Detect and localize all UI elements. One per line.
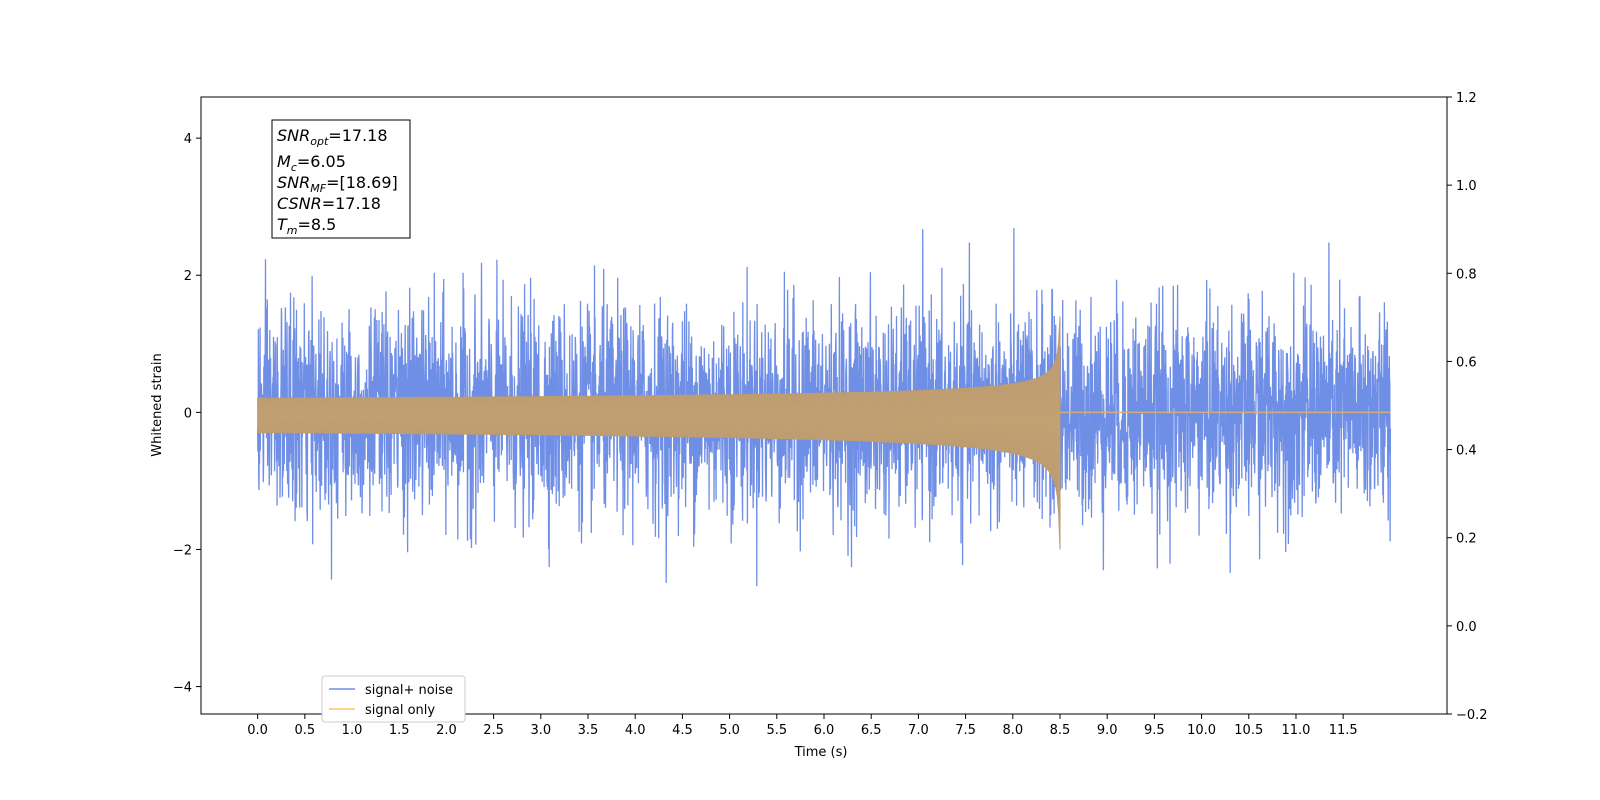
x-tick-label: 11.5 <box>1329 723 1358 738</box>
x-tick-label: 4.5 <box>672 723 693 738</box>
x-tick-label: 4.0 <box>625 723 646 738</box>
y-tick-label-left: −2 <box>173 543 192 558</box>
annotation-line: SNRMF=[18.69] <box>277 173 398 195</box>
x-axis-title: Time (s) <box>794 745 848 760</box>
series-signal-only-line <box>257 316 1061 539</box>
y-tick-label-right: 1.2 <box>1456 91 1477 106</box>
y-tick-label-right: −0.2 <box>1456 708 1488 723</box>
y-axis-right: −0.2 0.0 0.2 0.4 0.6 0.8 1.0 1.2 <box>1447 91 1488 723</box>
x-tick-label: 6.0 <box>814 723 835 738</box>
x-tick-label: 5.0 <box>719 723 740 738</box>
y-tick-label-left: 0 <box>184 406 192 421</box>
legend-label-signal-only: signal only <box>365 703 435 718</box>
x-tick-label: 0.0 <box>247 723 268 738</box>
x-tick-label: 7.0 <box>908 723 929 738</box>
y-axis-title: Whitened strain <box>150 353 165 456</box>
x-tick-label: 2.0 <box>436 723 457 738</box>
x-tick-label: 10.5 <box>1234 723 1263 738</box>
y-tick-label-right: 0.0 <box>1456 620 1477 635</box>
y-tick-label-right: 0.4 <box>1456 444 1477 459</box>
x-tick-label: 8.0 <box>1002 723 1023 738</box>
x-tick-label: 11.0 <box>1281 723 1310 738</box>
annotation-line: Mc=6.05 <box>277 152 346 174</box>
x-axis: 0.0 0.5 1.0 1.5 2.0 2.5 3.0 3.5 4.0 4.5 5.0 5.5 6.0 6… <box>247 714 1358 738</box>
legend-label-signal-noise: signal+ noise <box>365 683 453 698</box>
y-tick-label-right: 0.8 <box>1456 267 1477 282</box>
x-tick-label: 7.5 <box>955 723 976 738</box>
y-tick-label-right: 0.6 <box>1456 355 1477 370</box>
plot-area <box>256 228 1392 587</box>
y-tick-label-left: 4 <box>184 132 192 147</box>
annotation-line: SNRopt=17.18 <box>277 126 388 148</box>
y-tick-label-right: 1.0 <box>1456 179 1477 194</box>
annotation-box: SNRopt=17.18 Mc=6.05SNRMF=[18.69]CSNR=17.… <box>271 119 411 239</box>
x-tick-label: 10.0 <box>1187 723 1216 738</box>
x-tick-label: 5.5 <box>766 723 787 738</box>
x-tick-label: 9.5 <box>1144 723 1165 738</box>
y-tick-label-left: −4 <box>173 681 192 696</box>
y-axis-left: −4 −2 0 2 4 <box>173 132 201 696</box>
x-tick-label: 1.0 <box>342 723 363 738</box>
x-tick-label: 3.0 <box>530 723 551 738</box>
x-tick-label: 2.5 <box>483 723 504 738</box>
y-tick-label-left: 2 <box>184 269 192 284</box>
x-tick-label: 3.5 <box>578 723 599 738</box>
annotation-line: CSNR=17.18 <box>277 194 381 213</box>
x-tick-label: 1.5 <box>389 723 410 738</box>
x-tick-label: 8.5 <box>1050 723 1071 738</box>
x-tick-label: 9.0 <box>1097 723 1118 738</box>
x-tick-label: 0.5 <box>294 723 315 738</box>
legend: signal+ noise signal only <box>321 675 466 723</box>
annotation-line: Tm=8.5 <box>277 215 336 237</box>
x-tick-label: 6.5 <box>861 723 882 738</box>
y-tick-label-right: 0.2 <box>1456 532 1477 547</box>
series-signal-only-envelope <box>257 316 1061 550</box>
